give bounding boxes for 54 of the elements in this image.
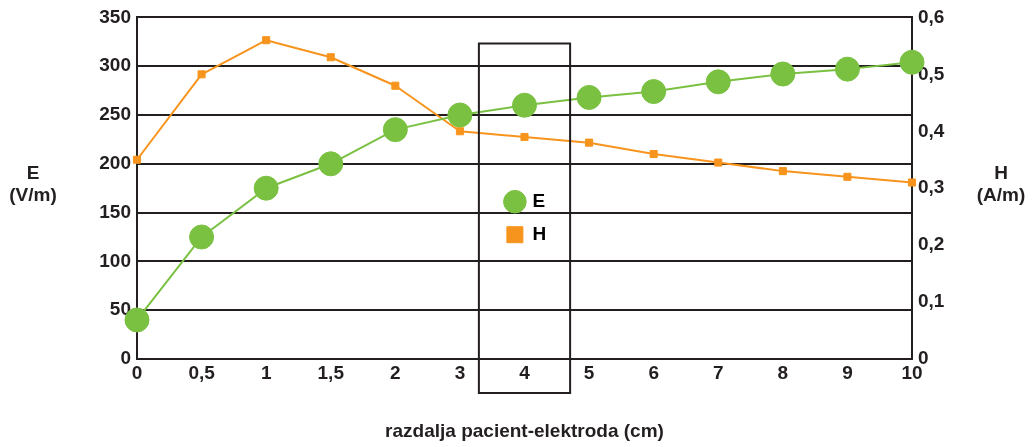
y2-tick-label: 0,6 [918,5,945,27]
point [770,61,796,87]
point [447,102,473,128]
x-tick-label: 1,5 [317,361,345,383]
x-tick-label: 3 [454,361,466,383]
x-tick-label: 2 [390,361,401,383]
x-tick-label: 4 [519,361,531,383]
point [649,150,658,159]
x-tick-label: 7 [712,361,724,383]
point [253,175,279,201]
x-tick-label: 1 [260,361,272,383]
point [576,84,602,110]
point [132,155,142,164]
x-tick-label: 8 [777,361,789,383]
y-tick-label: 200 [99,152,131,174]
y2-tick-label: 0,1 [918,290,945,312]
y-tick-label: 350 [99,5,131,27]
y-tick-label: 150 [99,200,131,222]
point [189,224,215,250]
y-tick-label: 100 [99,249,131,271]
y-tick-label: 50 [109,298,131,320]
point [326,53,335,62]
y-tick-label: 300 [99,54,131,76]
point [512,92,537,118]
x-axis-title: razdalja pacient-elektroda (cm) [384,420,665,442]
x-tick-label: 0,5 [188,361,216,383]
y-tick-label: 250 [99,103,131,125]
point [382,117,408,143]
legend-label: H [532,222,547,244]
y2-tick-label: 0,4 [918,119,945,141]
legend-label: E [532,189,546,211]
point [391,81,400,90]
point [834,56,860,82]
point [714,158,723,167]
y-tick-label: 0 [120,347,131,369]
point [705,69,731,95]
point [778,167,787,176]
point [843,172,852,181]
y2-tick-label: 0,2 [918,233,945,255]
x-tick-label: 6 [648,361,659,383]
x-tick-label: 9 [842,361,853,383]
point [641,79,667,105]
y2-tick-label: 0,3 [918,176,945,198]
point [318,151,344,177]
y2-axis-title: H (A/m) [975,162,1027,206]
point [197,70,206,79]
point [907,178,917,187]
x-tick-label: 5 [583,361,595,383]
y-axis-title: E (V/m) [8,162,58,206]
point [520,132,529,141]
point [455,127,464,136]
point [262,36,271,45]
y2-tick-label: 0,5 [918,62,945,84]
point [585,138,594,147]
